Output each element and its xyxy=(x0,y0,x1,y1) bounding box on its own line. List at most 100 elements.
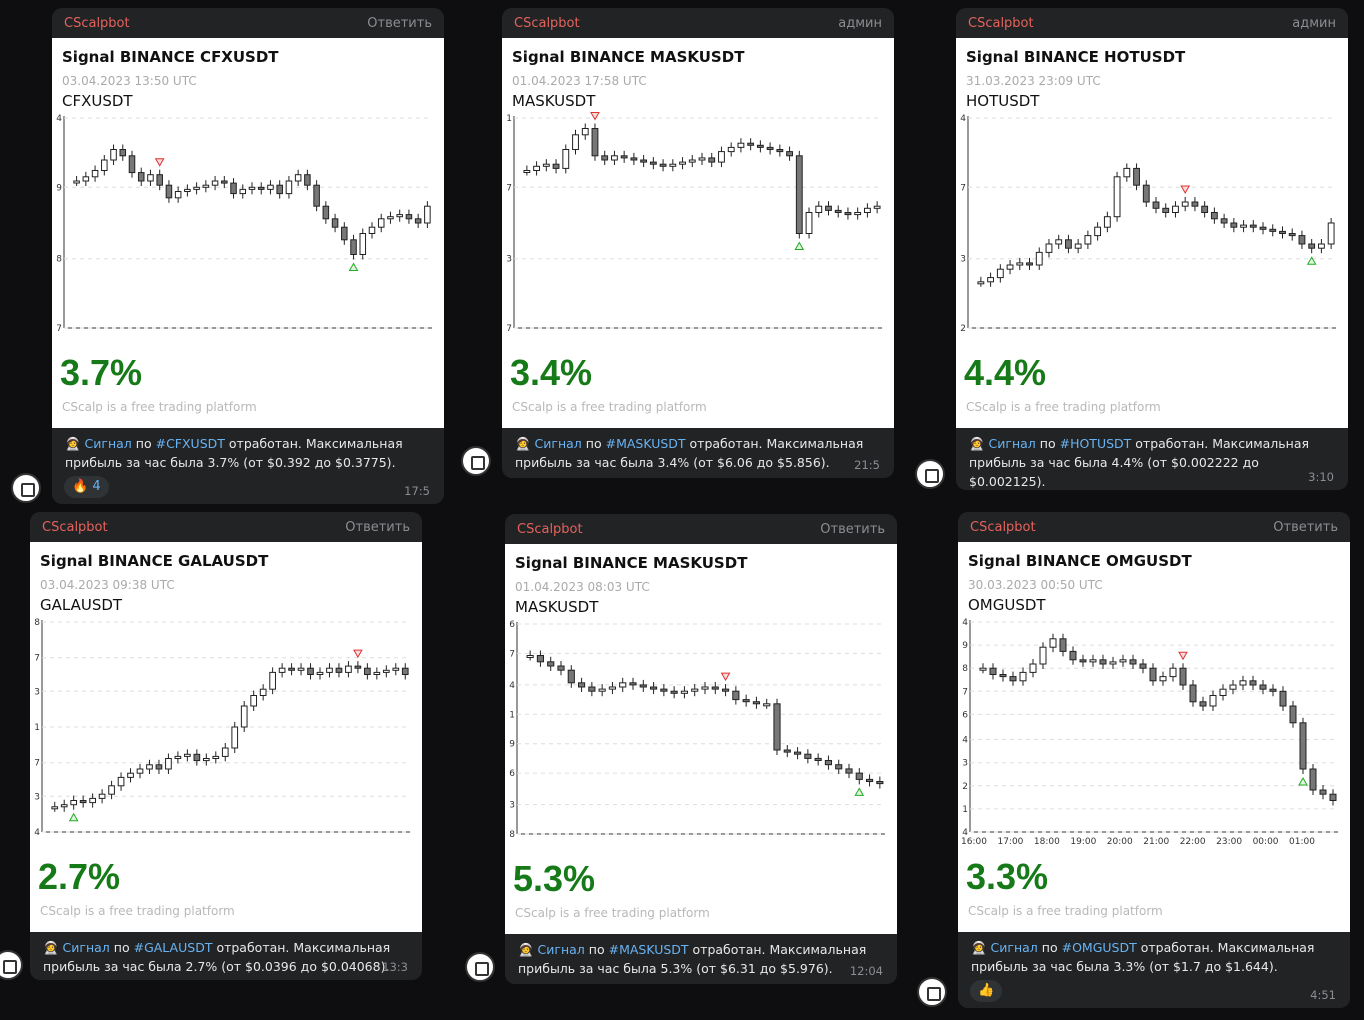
candle-body xyxy=(278,667,286,673)
reply-button[interactable]: Ответить xyxy=(367,16,432,31)
hashtag[interactable]: #OMGUSDT xyxy=(1061,940,1137,955)
candle-body xyxy=(91,170,99,178)
sell-marker xyxy=(720,672,731,682)
candle-body xyxy=(1259,684,1267,690)
sender-name: CScalpbot xyxy=(514,16,580,31)
tagline: CScalp is a free trading platform xyxy=(40,904,235,918)
candle-body xyxy=(1049,638,1057,648)
candle-body xyxy=(611,155,618,161)
signal-link[interactable]: Сигнал xyxy=(62,940,110,955)
y-tick-label: 8 xyxy=(34,618,40,628)
candlestick-chart: 4 9 8 7 xyxy=(56,114,432,334)
candle-body xyxy=(691,688,699,692)
reply-button[interactable]: Ответить xyxy=(820,522,885,537)
candle-body xyxy=(814,757,822,761)
candle-body xyxy=(297,667,305,671)
signal-link[interactable]: Сигнал xyxy=(988,436,1036,451)
message-card: CScalpbot админ Signal BINANCE MASKUSDT 01.… xyxy=(502,8,894,478)
reply-button[interactable]: Ответить xyxy=(1273,520,1338,535)
y-tick-label: 3 xyxy=(509,801,515,811)
reaction[interactable]: 👍 xyxy=(970,980,1003,1002)
candle-body xyxy=(221,180,228,184)
candlestick-chart: 8 7 3 1 7 3 4 xyxy=(34,618,410,838)
caption-text: отработан. Максимальная прибыль за час б… xyxy=(515,436,864,470)
candlestick-chart: 4 7 3 2 xyxy=(960,114,1336,334)
candle-body xyxy=(316,671,324,675)
signal-title: Signal BINANCE MASKUSDT xyxy=(512,48,745,66)
candle-body xyxy=(742,699,750,703)
candle-body xyxy=(1055,239,1063,245)
hashtag[interactable]: #MASKUSDT xyxy=(605,436,686,451)
reply-button[interactable]: Ответить xyxy=(345,520,410,535)
y-tick-label: 4 xyxy=(960,114,966,124)
sender-name: CScalpbot xyxy=(517,522,583,537)
y-tick-label: 9 xyxy=(56,183,62,193)
candle-body xyxy=(368,226,376,234)
reply-button[interactable]: админ xyxy=(1292,16,1336,31)
candle-body xyxy=(341,226,348,241)
candle-body xyxy=(401,667,409,675)
signal-link[interactable]: Сигнал xyxy=(84,436,132,451)
signal-date: 01.04.2023 08:03 UTC xyxy=(515,580,650,594)
signal-link[interactable]: Сигнал xyxy=(990,940,1038,955)
astronaut-icon: 🧑‍🚀 xyxy=(43,940,63,955)
candle-body xyxy=(786,151,793,157)
candle-body xyxy=(137,172,145,182)
signal-image: Signal BINANCE CFXUSDT 03.04.2023 13:50 U… xyxy=(52,38,444,428)
hashtag[interactable]: #MASKUSDT xyxy=(608,942,689,957)
caption-text: отработан. Максимальная прибыль за час б… xyxy=(969,436,1310,489)
candle-body xyxy=(824,760,833,766)
candle-body xyxy=(1159,676,1167,682)
signal-link[interactable]: Сигнал xyxy=(534,436,582,451)
signal-date: 31.03.2023 23:09 UTC xyxy=(966,74,1101,88)
candle-body xyxy=(996,268,1004,279)
sell-marker xyxy=(1180,185,1191,195)
candle-body xyxy=(1329,793,1337,801)
signal-link[interactable]: Сигнал xyxy=(537,942,585,957)
candle-body xyxy=(288,667,295,671)
caption-text: отработан. Максимальная прибыль за час б… xyxy=(43,940,391,974)
candle-body xyxy=(1016,262,1024,266)
profit-percent: 3.4% xyxy=(510,352,593,393)
candle-body xyxy=(1006,264,1014,270)
bot-avatar xyxy=(917,977,947,1007)
candle-body xyxy=(1181,201,1189,207)
message-card: CScalpbot Ответить Signal BINANCE MASKUSDT… xyxy=(505,514,897,984)
reaction[interactable]: 🔥 4 xyxy=(64,476,109,498)
caption: 🧑‍🚀 Сигнал по #MASKUSDT отработан. Макси… xyxy=(515,434,885,472)
hashtag[interactable]: #CFXUSDT xyxy=(155,436,225,451)
sender-name: CScalpbot xyxy=(968,16,1034,31)
candle-body xyxy=(414,218,422,224)
candle-body xyxy=(193,186,200,190)
y-tick-label: 7 xyxy=(56,324,62,334)
x-tick-label: 20:00 xyxy=(1107,837,1133,847)
hashtag[interactable]: #GALAUSDT xyxy=(133,940,213,955)
tagline: CScalp is a free trading platform xyxy=(966,400,1161,414)
message-time: 21:5 xyxy=(854,458,880,472)
message-time: 17:5 xyxy=(404,484,430,498)
candle-body xyxy=(1209,695,1217,707)
candle-body xyxy=(184,188,191,192)
candle-body xyxy=(359,233,367,255)
hashtag[interactable]: #HOTUSDT xyxy=(1059,436,1132,451)
candle-body xyxy=(248,186,256,190)
candle-body xyxy=(701,686,709,690)
candle-body xyxy=(387,216,394,220)
x-tick-label: 01:00 xyxy=(1289,837,1315,847)
candle-body xyxy=(392,667,400,671)
candle-body xyxy=(345,665,352,673)
candle-body xyxy=(989,667,997,675)
caption: 🧑‍🚀 Сигнал по #CFXUSDT отработан. Максим… xyxy=(65,434,435,472)
candlestick-chart: 6 7 4 1 9 6 3 8 xyxy=(509,620,885,840)
candle-body xyxy=(620,155,628,159)
candle-body xyxy=(629,682,637,686)
candle-body xyxy=(1309,768,1317,791)
candle-body xyxy=(377,218,385,228)
candle-body xyxy=(581,128,589,136)
candle-body xyxy=(1099,659,1107,665)
reply-button[interactable]: админ xyxy=(838,16,882,31)
caption: 🧑‍🚀 Сигнал по #GALAUSDT отработан. Макси… xyxy=(43,938,413,976)
candle-body xyxy=(335,667,343,673)
candle-body xyxy=(773,703,781,751)
